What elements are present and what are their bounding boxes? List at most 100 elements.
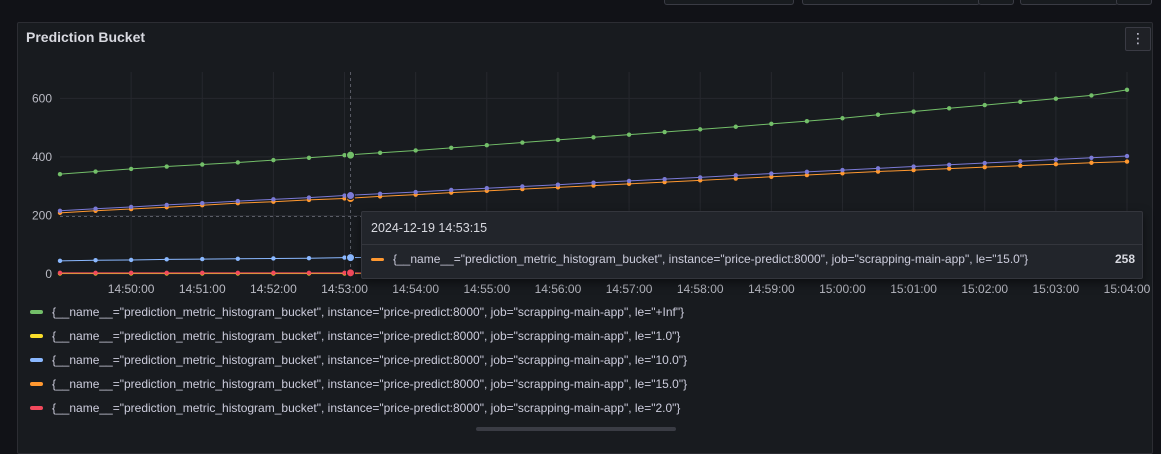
data-point <box>1124 153 1130 159</box>
tooltip-time: 2024-12-19 14:53:15 <box>371 221 488 235</box>
data-point <box>306 195 312 200</box>
x-tick-label: 14:52:00 <box>250 282 297 296</box>
toolbar-button-1[interactable] <box>664 0 794 5</box>
data-point <box>1053 157 1059 162</box>
x-tick-label: 14:55:00 <box>463 282 510 296</box>
data-point <box>413 148 418 153</box>
data-point <box>1018 159 1023 164</box>
data-point <box>982 160 987 166</box>
series-line <box>59 89 1128 175</box>
data-point <box>1053 162 1059 167</box>
data-point <box>804 169 810 175</box>
data-point <box>235 198 241 204</box>
data-point <box>164 270 169 276</box>
x-tick-label: 14:59:00 <box>748 282 795 296</box>
legend-swatch <box>30 406 43 410</box>
data-point <box>1124 87 1130 93</box>
x-tick-label: 15:04:00 <box>1104 282 1151 296</box>
legend: {__name__="prediction_metric_histogram_b… <box>30 300 687 420</box>
toolbar-button-2-dropdown[interactable] <box>978 0 1014 5</box>
data-point <box>449 187 454 193</box>
data-point <box>662 129 667 135</box>
data-point <box>1018 163 1023 168</box>
data-point <box>626 132 632 137</box>
data-point <box>271 197 276 202</box>
data-point <box>306 255 312 261</box>
data-point <box>733 124 738 129</box>
panel-menu-button[interactable]: ⋮ <box>1125 27 1151 51</box>
legend-label: {__name__="prediction_metric_histogram_b… <box>52 353 688 367</box>
x-tick-label: 14:57:00 <box>606 282 653 296</box>
toolbar-button-3-dropdown[interactable] <box>1116 0 1152 5</box>
data-point <box>342 152 347 158</box>
data-point <box>271 256 276 261</box>
data-point <box>804 172 810 178</box>
data-point <box>911 164 916 169</box>
data-point <box>235 270 241 276</box>
data-point <box>804 118 810 124</box>
legend-item[interactable]: {__name__="prediction_metric_histogram_b… <box>30 396 687 420</box>
x-tick-label: 15:01:00 <box>890 282 937 296</box>
data-point <box>626 178 632 184</box>
data-point <box>57 270 63 276</box>
data-point <box>662 176 667 182</box>
data-point <box>875 166 881 171</box>
data-point <box>57 258 63 264</box>
data-point <box>93 258 98 263</box>
data-point <box>342 255 347 260</box>
x-tick-label: 14:56:00 <box>535 282 582 296</box>
y-tick-label: 400 <box>32 150 52 164</box>
data-point <box>128 166 134 172</box>
data-point <box>555 137 561 143</box>
hover-point <box>346 253 356 263</box>
data-point <box>164 164 169 169</box>
y-tick-label: 600 <box>32 91 52 105</box>
data-point <box>484 186 489 191</box>
data-point <box>128 270 134 276</box>
data-point <box>128 204 134 210</box>
data-point <box>591 135 596 140</box>
data-point <box>164 202 169 208</box>
data-point <box>200 200 205 206</box>
data-point <box>733 173 738 178</box>
data-point <box>57 171 63 177</box>
data-point <box>93 169 98 174</box>
data-point <box>769 121 774 127</box>
data-point <box>1089 93 1094 98</box>
data-point <box>982 102 987 108</box>
data-point <box>875 112 881 117</box>
data-point <box>377 150 383 155</box>
legend-label: {__name__="prediction_metric_histogram_b… <box>52 329 681 343</box>
legend-swatch <box>30 334 43 338</box>
panel-title: Prediction Bucket <box>26 29 146 45</box>
legend-item[interactable]: {__name__="prediction_metric_histogram_b… <box>30 300 687 324</box>
data-point <box>413 189 418 195</box>
data-point <box>698 175 703 180</box>
data-point <box>342 270 347 276</box>
data-point <box>1089 155 1094 160</box>
legend-item[interactable]: {__name__="prediction_metric_histogram_b… <box>30 372 687 396</box>
data-point <box>306 155 312 160</box>
data-point <box>342 193 347 198</box>
data-point <box>982 164 987 170</box>
legend-label: {__name__="prediction_metric_histogram_b… <box>52 305 685 319</box>
legend-item[interactable]: {__name__="prediction_metric_histogram_b… <box>30 324 687 348</box>
data-point <box>946 166 952 171</box>
scrollbar[interactable] <box>476 427 676 431</box>
data-point <box>200 162 205 167</box>
data-point <box>520 184 525 189</box>
data-point <box>769 171 774 176</box>
data-point <box>946 106 952 111</box>
data-point <box>733 176 738 181</box>
data-point <box>93 206 98 211</box>
tooltip-series-label: {__name__="prediction_metric_histogram_b… <box>393 252 1029 266</box>
data-point <box>1089 160 1094 165</box>
tooltip-series-swatch <box>371 258 384 261</box>
data-point <box>520 140 525 145</box>
data-point <box>1053 96 1059 101</box>
x-tick-label: 14:53:00 <box>321 282 368 296</box>
data-point <box>377 191 383 196</box>
x-tick-label: 15:02:00 <box>961 282 1008 296</box>
data-point <box>1124 159 1130 164</box>
legend-item[interactable]: {__name__="prediction_metric_histogram_b… <box>30 348 687 372</box>
